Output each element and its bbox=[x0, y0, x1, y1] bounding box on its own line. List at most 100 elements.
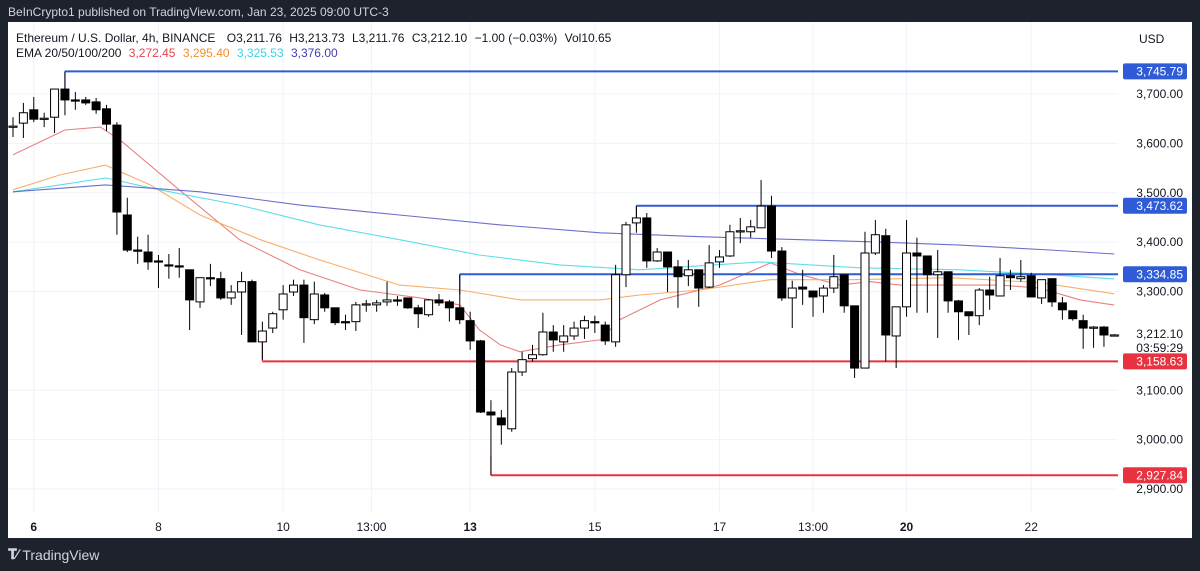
candle[interactable] bbox=[8, 117, 18, 137]
candle[interactable] bbox=[559, 325, 569, 352]
ema-title[interactable]: EMA 20/50/100/200 bbox=[16, 46, 122, 60]
candle[interactable] bbox=[185, 269, 195, 331]
candle[interactable] bbox=[112, 122, 122, 235]
candle[interactable] bbox=[268, 311, 278, 333]
candle[interactable] bbox=[237, 271, 247, 335]
candle[interactable] bbox=[496, 410, 506, 445]
candle[interactable] bbox=[122, 197, 132, 253]
candle[interactable] bbox=[216, 271, 226, 300]
candle[interactable] bbox=[528, 344, 537, 362]
candle[interactable] bbox=[50, 88, 60, 134]
candle[interactable] bbox=[798, 269, 808, 305]
candle[interactable] bbox=[538, 312, 548, 356]
candle[interactable] bbox=[465, 311, 475, 350]
candle[interactable] bbox=[143, 234, 153, 270]
candle[interactable] bbox=[850, 305, 860, 378]
candle[interactable] bbox=[953, 299, 963, 340]
candle[interactable] bbox=[600, 321, 610, 345]
candle[interactable] bbox=[102, 104, 112, 132]
candle[interactable] bbox=[60, 71, 70, 116]
candle[interactable] bbox=[943, 271, 953, 313]
candle[interactable] bbox=[922, 255, 932, 313]
candle[interactable] bbox=[81, 96, 91, 105]
candle[interactable] bbox=[1068, 310, 1078, 321]
candle[interactable] bbox=[579, 315, 589, 339]
candle[interactable] bbox=[247, 279, 257, 343]
candle[interactable] bbox=[507, 368, 517, 432]
candle[interactable] bbox=[257, 321, 267, 360]
candle[interactable] bbox=[1026, 272, 1036, 298]
candle[interactable] bbox=[174, 248, 184, 278]
candle[interactable] bbox=[1037, 279, 1047, 304]
candle[interactable] bbox=[1089, 326, 1099, 348]
candle[interactable] bbox=[891, 306, 901, 369]
candle[interactable] bbox=[818, 285, 828, 313]
candle[interactable] bbox=[226, 285, 236, 305]
candle[interactable] bbox=[839, 274, 849, 313]
candle[interactable] bbox=[392, 295, 402, 306]
candle[interactable] bbox=[694, 269, 704, 307]
candle[interactable] bbox=[434, 293, 444, 306]
candle[interactable] bbox=[372, 299, 382, 312]
candle[interactable] bbox=[590, 315, 600, 333]
candle[interactable] bbox=[673, 259, 683, 308]
candle[interactable] bbox=[766, 195, 776, 258]
candle[interactable] bbox=[340, 314, 350, 331]
candle[interactable] bbox=[746, 219, 756, 238]
candle[interactable] bbox=[330, 307, 340, 326]
candle[interactable] bbox=[974, 288, 984, 326]
candle[interactable] bbox=[829, 254, 839, 294]
candle[interactable] bbox=[1005, 269, 1015, 291]
candle[interactable] bbox=[195, 277, 205, 308]
candle[interactable] bbox=[808, 290, 818, 317]
candle[interactable] bbox=[1078, 314, 1088, 349]
candle[interactable] bbox=[39, 112, 49, 128]
candle[interactable] bbox=[881, 228, 891, 362]
candle[interactable] bbox=[912, 237, 922, 313]
candle[interactable] bbox=[444, 299, 454, 322]
candle[interactable] bbox=[403, 297, 413, 309]
candle[interactable] bbox=[569, 321, 579, 340]
candle[interactable] bbox=[164, 253, 174, 279]
candle[interactable] bbox=[787, 280, 797, 329]
candle[interactable] bbox=[299, 279, 309, 343]
candle[interactable] bbox=[964, 311, 974, 335]
candle[interactable] bbox=[205, 263, 215, 287]
candle[interactable] bbox=[642, 213, 652, 268]
candle[interactable] bbox=[631, 205, 641, 233]
footer-brand[interactable]: TradingView bbox=[22, 546, 100, 563]
candle[interactable] bbox=[1109, 334, 1119, 337]
candle[interactable] bbox=[548, 325, 558, 352]
candle[interactable] bbox=[611, 264, 621, 347]
candle[interactable] bbox=[663, 251, 673, 293]
candle[interactable] bbox=[1057, 296, 1067, 320]
symbol-title[interactable]: Ethereum / U.S. Dollar, 4h, BINANCE bbox=[16, 31, 216, 45]
candle[interactable] bbox=[382, 281, 392, 306]
candle[interactable] bbox=[933, 250, 943, 338]
candle[interactable] bbox=[1047, 278, 1057, 307]
candle[interactable] bbox=[715, 250, 725, 268]
candle[interactable] bbox=[289, 279, 299, 296]
candle[interactable] bbox=[153, 254, 163, 289]
candle[interactable] bbox=[704, 245, 714, 289]
currency-label[interactable]: USD bbox=[1139, 32, 1165, 46]
candle[interactable] bbox=[351, 301, 361, 332]
candle[interactable] bbox=[361, 299, 371, 312]
candle[interactable] bbox=[860, 231, 870, 369]
candle[interactable] bbox=[995, 257, 1005, 297]
candle[interactable] bbox=[70, 92, 80, 110]
candle[interactable] bbox=[413, 304, 423, 329]
candle[interactable] bbox=[621, 221, 631, 288]
candle[interactable] bbox=[902, 219, 912, 317]
candle[interactable] bbox=[278, 285, 288, 320]
candle[interactable] bbox=[455, 274, 465, 325]
candle[interactable] bbox=[476, 339, 486, 413]
candle[interactable] bbox=[424, 298, 434, 317]
candle[interactable] bbox=[652, 248, 662, 262]
candle[interactable] bbox=[735, 217, 745, 244]
candle[interactable] bbox=[486, 400, 496, 476]
candle[interactable] bbox=[18, 102, 28, 138]
candle[interactable] bbox=[133, 236, 143, 264]
candle[interactable] bbox=[517, 351, 527, 376]
